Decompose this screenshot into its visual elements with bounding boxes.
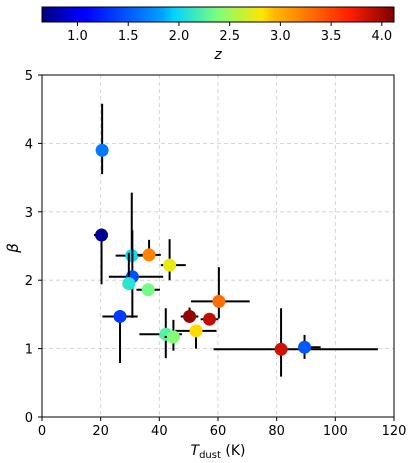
data-point [122, 277, 136, 291]
data-point-group [136, 283, 160, 297]
x-axis-label-main: T [191, 443, 201, 459]
data-point-group [298, 334, 321, 359]
data-point [298, 340, 312, 354]
x-tick-label: 100 [323, 424, 348, 439]
data-point [183, 309, 197, 323]
data-point [95, 228, 109, 242]
data-point-group [213, 308, 378, 377]
data-point-group [102, 309, 138, 363]
data-point-group [95, 103, 109, 175]
data-point [142, 248, 156, 262]
data-point [95, 143, 109, 157]
data-point [202, 312, 216, 326]
colorbar-tick-label: 3.0 [270, 29, 291, 44]
data-points [93, 103, 378, 377]
data-point [163, 258, 177, 272]
x-tick-label: 0 [38, 424, 46, 439]
data-point [166, 330, 180, 344]
x-tick-label: 80 [268, 424, 285, 439]
data-point [189, 324, 203, 338]
data-point-group [122, 252, 136, 291]
y-ticks: 0 1 2 3 4 5 [25, 69, 42, 426]
x-tick-label: 60 [210, 424, 227, 439]
data-point [141, 283, 155, 297]
y-tick-label: 2 [25, 274, 33, 289]
data-point-group [180, 307, 199, 323]
colorbar-tick-label: 1.0 [67, 29, 88, 44]
data-point-group [164, 319, 180, 351]
data-point-group [175, 324, 217, 349]
x-tick-label: 20 [92, 424, 109, 439]
x-axis-label-unit: (K) [221, 443, 246, 459]
data-point-group [191, 267, 250, 319]
data-point [274, 342, 288, 356]
data-point-group [108, 230, 164, 318]
data-point [212, 294, 226, 308]
colorbar-tick-label: 3.5 [321, 29, 342, 44]
y-tick-label: 5 [25, 69, 33, 84]
data-point-group [137, 239, 161, 262]
y-axis-label: β [4, 243, 22, 254]
x-axis-label-sub: dust [199, 450, 221, 461]
data-point-group [160, 239, 186, 281]
x-tick-label: 40 [151, 424, 168, 439]
data-point-group [93, 228, 109, 285]
grid [42, 75, 394, 417]
data-point-group [200, 312, 219, 326]
colorbar-tick-label: 1.5 [118, 29, 139, 44]
x-ticks: 0 20 40 60 80 100 120 [38, 417, 407, 439]
colorbar-tick-label: 2.5 [219, 29, 240, 44]
colorbar: 1.0 1.5 2.0 2.5 3.0 3.5 4.0 z [41, 6, 395, 63]
colorbar-tick-label: 4.0 [371, 29, 392, 44]
y-tick-label: 1 [25, 343, 33, 358]
colorbar-tick-label: 2.0 [169, 29, 190, 44]
colorbar-gradient [41, 6, 395, 23]
y-tick-label: 4 [25, 137, 33, 152]
colorbar-ticks: 1.0 1.5 2.0 2.5 3.0 3.5 4.0 [67, 22, 392, 44]
y-tick-label: 3 [25, 206, 33, 221]
x-tick-label: 120 [382, 424, 407, 439]
x-axis-label: Tdust (K) [191, 443, 246, 461]
y-tick-label: 0 [25, 411, 33, 426]
plot-frame [41, 74, 395, 418]
colorbar-label: z [213, 47, 222, 63]
data-point [113, 309, 127, 323]
